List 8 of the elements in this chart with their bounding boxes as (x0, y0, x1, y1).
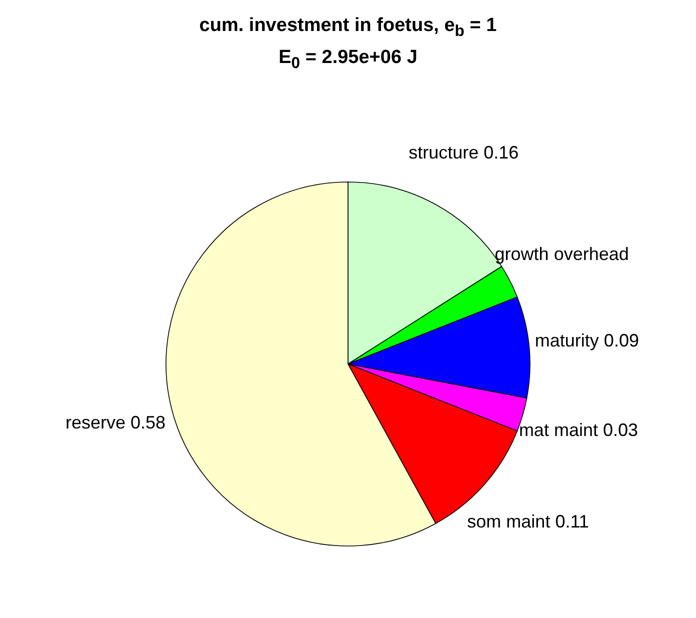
chart-title: cum. investment in foetus, e$_{b}$ = 1 (198, 14, 498, 42)
chart-subtitle: E$_{0}$ = 2.95e+06 J (278, 46, 418, 74)
slice-label: structure 0.16 (408, 142, 519, 163)
slice-label: mat maint 0.03 (518, 420, 638, 440)
slice-label: growth overhead (494, 244, 629, 264)
slice-label: reserve 0.58 (66, 412, 166, 433)
slice-label: maturity 0.09 (534, 330, 639, 350)
slice-label: som maint 0.11 (467, 512, 589, 532)
